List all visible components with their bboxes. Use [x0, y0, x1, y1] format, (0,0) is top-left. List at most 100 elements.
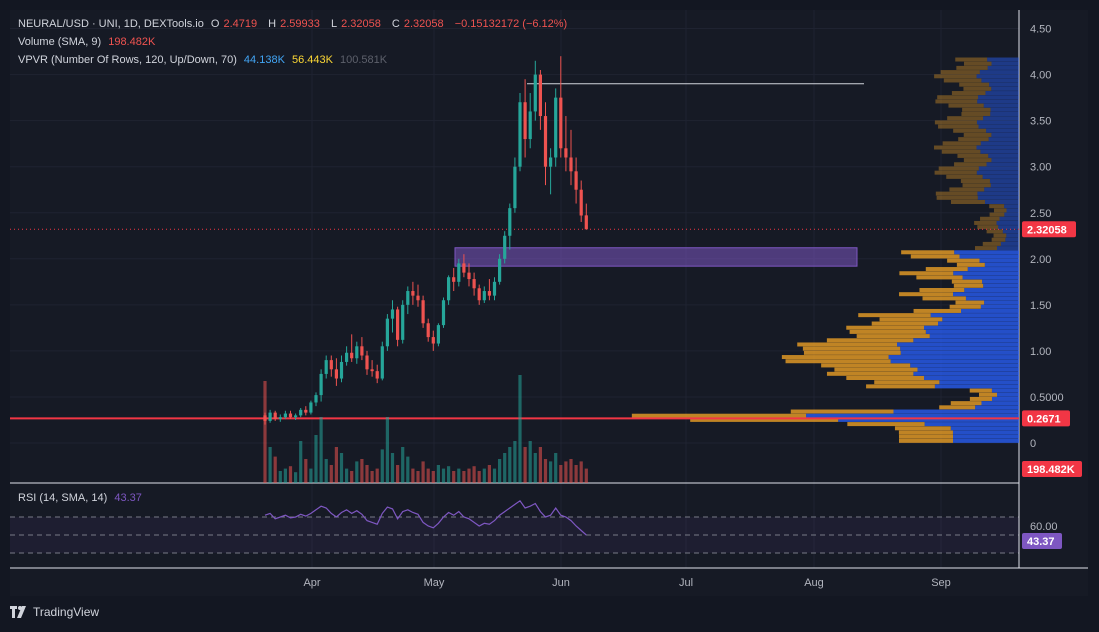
symbol-legend: NEURAL/USD · UNI, 1D, DEXTools.io O 2.471…: [18, 18, 568, 30]
time-label-apr: Apr: [303, 577, 320, 589]
candle-body-60: [569, 157, 573, 172]
vpvr-up-bar-14: [939, 380, 1019, 385]
volume-legend-value: 198.482K: [108, 36, 156, 48]
vpvr-up-bar-62: [989, 179, 1019, 184]
volume-bar-37: [452, 471, 456, 483]
vpvr-down-bar-3: [894, 426, 951, 431]
volume-bar-52: [528, 441, 532, 483]
vpvr-up-bar-15: [924, 375, 1019, 380]
volume-badge-text: 198.482K: [1027, 464, 1075, 476]
vpvr-down-bar-30: [858, 313, 931, 318]
volume-bars: [263, 375, 588, 483]
vpvr-up-bar-38: [982, 279, 1019, 284]
vpvr-up-bar-51: [998, 225, 1019, 230]
candle-body-46: [498, 258, 502, 282]
vpvr-down-bar-50: [986, 229, 1003, 234]
vpvr-down-bar-26: [849, 329, 926, 334]
vpvr-down-bar-11: [978, 392, 997, 397]
vpvr-profile: [631, 57, 1019, 443]
price-tick-7: 1.00: [1030, 346, 1051, 358]
vpvr-up-bar-6: [806, 413, 1019, 418]
time-label-may: May: [424, 577, 445, 589]
candle-body-13: [329, 360, 333, 370]
volume-bar-53: [533, 453, 537, 483]
vpvr-down-bar-25: [856, 334, 930, 339]
vpvr-up-bar-86: [981, 78, 1019, 83]
price-axis: 4.50 4.00 3.50 3.00 2.50 2.00 1.50 1.00 0.5000 0: [1030, 24, 1064, 450]
vpvr-down-bar-68: [957, 153, 989, 158]
vpvr-up-bar-72: [988, 137, 1019, 142]
candle-body-6: [294, 415, 298, 418]
chart-frame: [10, 10, 1088, 596]
vpvr-down-bar-83: [951, 91, 986, 96]
vpvr-down-bar-71: [942, 141, 981, 146]
vpvr-down-bar-48: [991, 237, 1006, 242]
vpvr-down-bar-10: [969, 396, 992, 401]
volume-bar-49: [513, 441, 517, 483]
candle-body-32: [426, 323, 430, 338]
vpvr-down-bar-24: [826, 338, 914, 343]
vpvr-up-bar-90: [991, 61, 1019, 66]
volume-bar-39: [462, 471, 466, 483]
candle-body-20: [365, 355, 369, 370]
vpvr-up-bar-74: [986, 128, 1019, 133]
symbol-title: NEURAL/USD · UNI, 1D, DEXTools.io: [18, 18, 204, 30]
rsi-badge: 43.37: [1022, 532, 1062, 549]
volume-bar-11: [319, 417, 323, 483]
vpvr-up-bar-41: [967, 267, 1019, 272]
volume-bar-59: [564, 461, 568, 483]
vpvr-up-bar-19: [890, 359, 1019, 364]
vpvr-down-bar-21: [803, 350, 901, 355]
vpvr-legend-label: VPVR (Number Of Rows, 120, Up/Down, 70): [18, 54, 237, 66]
candle-body-30: [416, 295, 420, 301]
vpvr-up-bar-77: [983, 116, 1019, 121]
vpvr-down-bar-82: [937, 95, 979, 100]
vpvr-down-bar-73: [963, 132, 992, 137]
volume-bar-25: [390, 453, 395, 483]
vpvr-down-bar-76: [934, 120, 977, 125]
vpvr-down-bar-55: [993, 208, 1007, 213]
volume-bar-3: [278, 471, 282, 483]
volume-bar-41: [472, 466, 476, 483]
rsi-tick-60: 60.00: [1030, 521, 1058, 533]
vpvr-up-bar-79: [990, 107, 1019, 112]
price-tick-0: 4.50: [1030, 24, 1051, 36]
candle-body-44: [487, 291, 491, 296]
volume-bar-26: [396, 465, 400, 483]
volume-bar-63: [584, 468, 588, 483]
time-label-sep: Sep: [931, 577, 951, 589]
vpvr-down-bar-38: [951, 279, 983, 284]
vpvr-up-bar-65: [978, 166, 1019, 171]
vpvr-up-bar-22: [900, 346, 1019, 351]
vpvr-down-bar-65: [938, 166, 979, 171]
vpvr-down-bar-85: [959, 82, 990, 87]
candle-body-2: [273, 412, 277, 420]
vpvr-up-bar-69: [980, 149, 1019, 154]
candle-body-14: [334, 369, 338, 379]
vpvr-down-bar-75: [938, 124, 979, 129]
volume-bar-38: [457, 468, 461, 483]
vpvr-down-bar-17: [834, 367, 918, 372]
candle-body-3: [278, 417, 282, 420]
vpvr-up-bar-47: [1000, 241, 1019, 246]
vpvr-down-bar-36: [919, 287, 965, 292]
vpvr-up-bar-80: [983, 103, 1019, 108]
candle-body-33: [431, 337, 435, 344]
candle-body-39: [462, 263, 466, 273]
rsi-legend-label: RSI (14, SMA, 14): [18, 492, 108, 504]
vpvr-down-bar-87: [934, 74, 977, 79]
vpvr-up-bar-82: [978, 95, 1019, 100]
volume-bar-0: [263, 381, 267, 483]
vpvr-down-bar-44: [910, 254, 960, 259]
vpvr-down-bar-22: [802, 346, 901, 351]
vpvr-up-bar-56: [1004, 204, 1019, 209]
vpvr-down-bar-78: [961, 111, 991, 116]
footer-brand[interactable]: TradingView: [10, 605, 99, 619]
candle-body-21: [370, 369, 374, 372]
candle-body-12: [324, 360, 328, 374]
volume-bar-22: [375, 468, 379, 483]
vpvr-down-bar-12: [969, 388, 992, 393]
vpvr-up-bar-13: [934, 384, 1019, 389]
vpvr-down-bar-53: [980, 216, 1000, 221]
